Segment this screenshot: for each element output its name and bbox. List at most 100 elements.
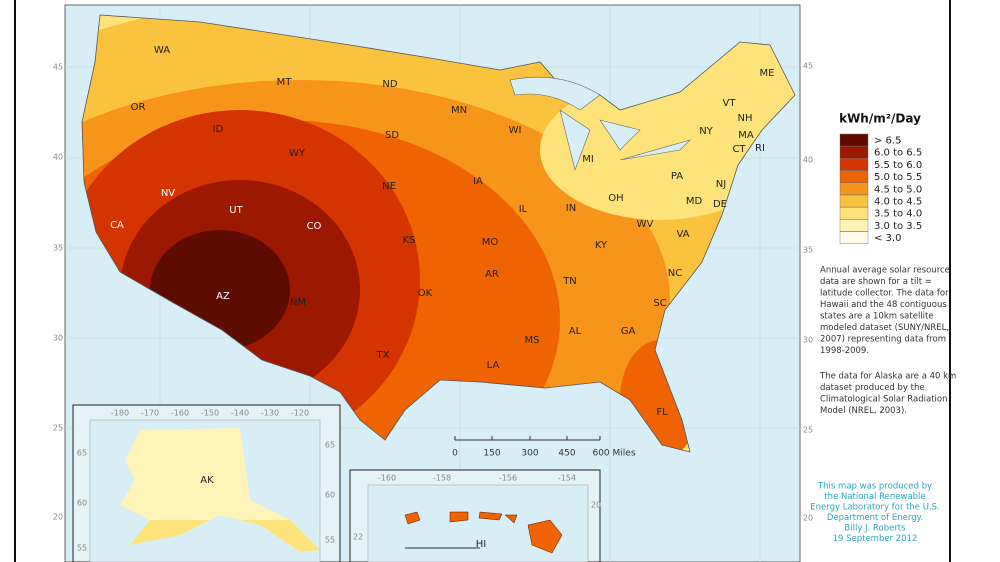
note-text: The data for Alaska are a 40 km (819, 372, 956, 382)
state-label: NM (290, 297, 306, 308)
state-label: AL (569, 326, 582, 337)
legend-swatch (839, 206, 869, 220)
latitude-label: 60 (325, 491, 335, 500)
great-lakes (509, 76, 692, 172)
latitude-label: 35 (803, 246, 813, 255)
state-label: MS (525, 335, 540, 346)
state-label: MI (582, 154, 594, 165)
state-label: MN (451, 105, 467, 116)
state-label: IA (473, 176, 483, 187)
credit-text: Energy Laboratory for the U.S. (810, 503, 940, 513)
state-label: IN (566, 203, 576, 214)
hawaii-islands (404, 511, 563, 554)
scale-label: 150 (483, 449, 500, 459)
state-label: HI (476, 539, 486, 550)
note-text: latitude collector. The data for (820, 289, 949, 299)
state-label: FL (656, 407, 668, 418)
latitude-label: 60 (77, 499, 87, 508)
legend-swatch (839, 158, 869, 171)
legend-swatch (839, 194, 869, 208)
legend-label: 6.0 to 6.5 (874, 148, 922, 159)
latitude-label: 65 (325, 441, 335, 450)
longitude-label: -130 (261, 409, 279, 418)
scale-label: 0 (452, 449, 458, 459)
latitude-label: 65 (77, 449, 87, 458)
legend-swatch (839, 231, 869, 244)
state-label: MO (482, 237, 499, 248)
state-label: TN (562, 276, 577, 287)
scale-label: 600 Miles (592, 449, 635, 459)
legend-label: < 3.0 (874, 233, 901, 244)
note-text: modeled dataset (SUNY/NREL, (820, 323, 949, 333)
legend-swatch (839, 145, 869, 159)
legend-swatch (839, 219, 869, 232)
state-label: NC (668, 268, 682, 279)
longitude-label: -150 (201, 409, 219, 418)
state-label: GA (621, 326, 636, 337)
note-text: data are shown for a tilt = (820, 277, 932, 287)
note-text: 2007) representing data from (820, 335, 946, 345)
state-label: MA (738, 130, 754, 141)
note-text: Annual average solar resource (820, 266, 950, 276)
state-label: OK (418, 288, 433, 299)
legend-swatch (839, 133, 869, 147)
credit-text: the National Renewable (824, 492, 925, 502)
scale-label: 450 (558, 449, 575, 459)
state-label: SD (385, 130, 399, 141)
note-text: states are a 10km satellite (820, 312, 934, 322)
state-label: MD (686, 196, 703, 207)
state-label: AR (485, 269, 499, 280)
longitude-label: -180 (111, 409, 129, 418)
longitude-label: -154 (558, 474, 576, 483)
state-label: CA (110, 220, 124, 231)
note-text: Model (NREL, 2003). (820, 406, 907, 416)
longitude-label: -160 (171, 409, 189, 418)
state-label: IL (519, 204, 528, 215)
longitude-label: -156 (499, 474, 517, 483)
legend-label: 4.5 to 5.0 (874, 184, 922, 195)
credit-text: Billy J. Roberts (844, 524, 906, 534)
note-text: Hawaii and the 48 contiguous (820, 300, 947, 310)
scale-label: 300 (521, 449, 538, 459)
state-label: OR (131, 102, 146, 113)
state-label: PA (671, 171, 683, 182)
state-label: OH (608, 193, 623, 204)
hawaii-frame (367, 484, 589, 562)
state-label: CT (732, 144, 746, 155)
legend-label: > 6.5 (874, 136, 901, 147)
latitude-label: 20 (591, 501, 601, 510)
state-label: WV (637, 219, 654, 230)
legend-swatch (839, 170, 869, 183)
latitude-label: 25 (53, 424, 63, 433)
latitude-label: 40 (803, 156, 813, 165)
state-label: NH (738, 113, 753, 124)
state-label: ID (213, 124, 224, 135)
longitude-label: -140 (231, 409, 249, 418)
legend-swatch (839, 182, 869, 196)
note-text: dataset produced by the (820, 383, 925, 393)
state-label: ND (382, 79, 397, 90)
note-text: 1998-2009. (820, 346, 869, 356)
state-label: MT (277, 77, 293, 88)
state-label: WA (154, 45, 170, 56)
legend-title: kWh/m²/Day (839, 112, 921, 126)
latitude-label: 30 (53, 334, 63, 343)
state-label: AZ (216, 291, 230, 302)
credit-text: Department of Energy. (827, 513, 923, 523)
note-text: Climatological Solar Radiation (820, 395, 947, 405)
credit-text: This map was produced by (817, 482, 932, 492)
state-label: SC (653, 298, 666, 309)
latitude-label: 20 (803, 514, 813, 523)
state-label: DE (713, 199, 727, 210)
latitude-label: 55 (77, 544, 87, 553)
latitude-label: 55 (325, 536, 335, 545)
state-label: KY (595, 240, 608, 251)
state-label: NJ (716, 179, 726, 190)
legend-label: 4.0 to 4.5 (874, 197, 922, 208)
state-label: NY (699, 126, 713, 137)
latitude-label: 25 (803, 426, 813, 435)
state-label: ME (760, 68, 775, 79)
legend-label: 5.5 to 6.0 (874, 160, 922, 171)
legend-label: 5.0 to 5.5 (874, 172, 922, 183)
